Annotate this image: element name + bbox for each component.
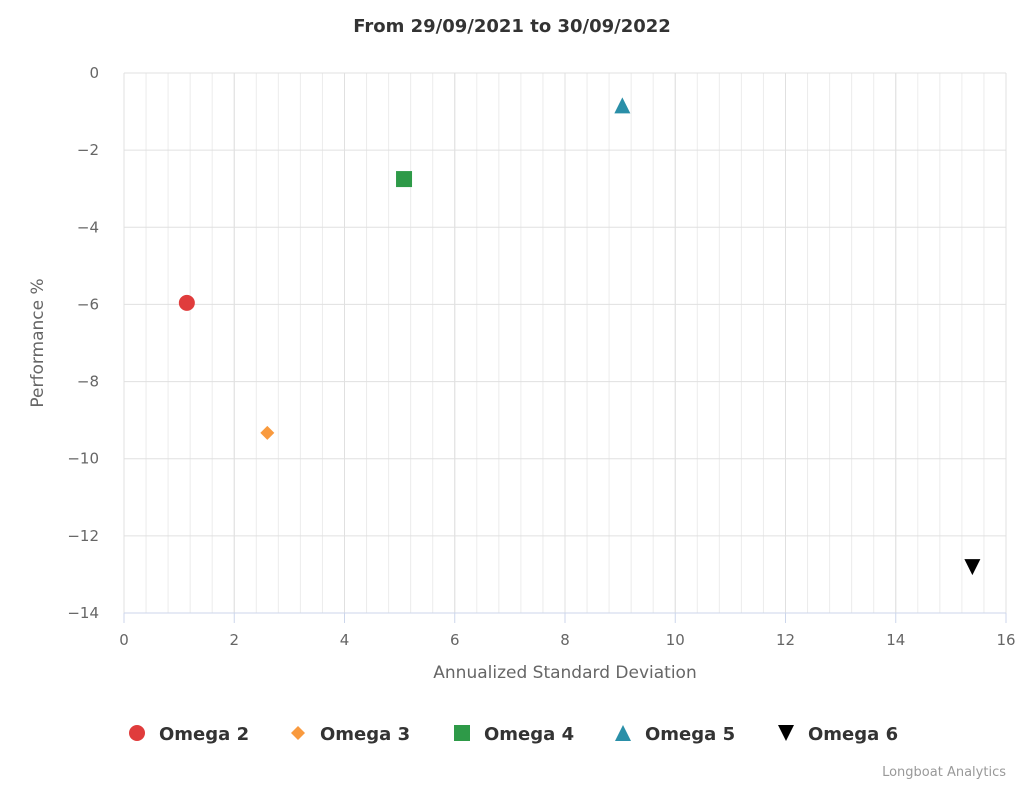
y-tick-label: 0 xyxy=(89,64,99,82)
x-tick-label: 10 xyxy=(666,631,685,649)
x-tick-label: 12 xyxy=(776,631,795,649)
legend-item-omega-4[interactable]: Omega 4 xyxy=(454,724,574,745)
y-tick-label: −4 xyxy=(77,218,99,236)
legend-marker-icon[interactable] xyxy=(454,725,470,741)
legend-label: Omega 4 xyxy=(484,724,574,745)
x-tick-label: 4 xyxy=(340,631,350,649)
y-tick-label: −8 xyxy=(77,373,99,391)
legend-label: Omega 2 xyxy=(159,724,249,745)
y-tick-label: −14 xyxy=(67,604,99,622)
data-point-omega-4[interactable] xyxy=(396,171,413,188)
credit-link[interactable]: Longboat Analytics xyxy=(882,765,1006,780)
axes: 0 2 4 6 8 10 12 14 16 0 −2 −4 −6 −8 −10 −12 −14 xyxy=(67,64,1015,649)
x-axis-label: Annualized Standard Deviation xyxy=(433,663,696,683)
data-point-omega-2[interactable] xyxy=(178,294,195,311)
legend-item-omega-5[interactable]: Omega 5 xyxy=(615,724,735,745)
legend-marker-icon[interactable] xyxy=(129,725,145,741)
chart-title: From 29/09/2021 to 30/09/2022 xyxy=(353,16,671,37)
y-tick-label: −10 xyxy=(67,450,99,468)
y-tick-label: −2 xyxy=(77,141,99,159)
data-point-omega-5[interactable] xyxy=(614,97,631,114)
legend-item-omega-3[interactable]: Omega 3 xyxy=(291,724,410,745)
legend-marker-icon[interactable] xyxy=(778,725,794,741)
x-tick-label: 16 xyxy=(996,631,1015,649)
legend-label: Omega 5 xyxy=(645,724,735,745)
grid xyxy=(123,72,1007,614)
x-tick-label: 0 xyxy=(119,631,129,649)
y-tick-label: −12 xyxy=(67,527,99,545)
y-axis-label: Performance % xyxy=(28,278,48,407)
data-point-omega-3[interactable] xyxy=(260,425,275,440)
data-point-omega-6[interactable] xyxy=(964,559,981,576)
data-points xyxy=(178,97,981,576)
legend: Omega 2 Omega 3 Omega 4 Omega 5 Omega 6 xyxy=(129,724,898,745)
x-tick-label: 8 xyxy=(560,631,570,649)
x-tick-label: 6 xyxy=(450,631,460,649)
legend-marker-icon[interactable] xyxy=(615,725,631,741)
legend-item-omega-6[interactable]: Omega 6 xyxy=(778,724,898,745)
legend-label: Omega 3 xyxy=(320,724,410,745)
legend-marker-icon[interactable] xyxy=(291,726,305,740)
x-tick-label: 14 xyxy=(886,631,905,649)
x-tick-label: 2 xyxy=(229,631,239,649)
legend-item-omega-2[interactable]: Omega 2 xyxy=(129,724,249,745)
legend-label: Omega 6 xyxy=(808,724,898,745)
y-tick-label: −6 xyxy=(77,295,99,313)
